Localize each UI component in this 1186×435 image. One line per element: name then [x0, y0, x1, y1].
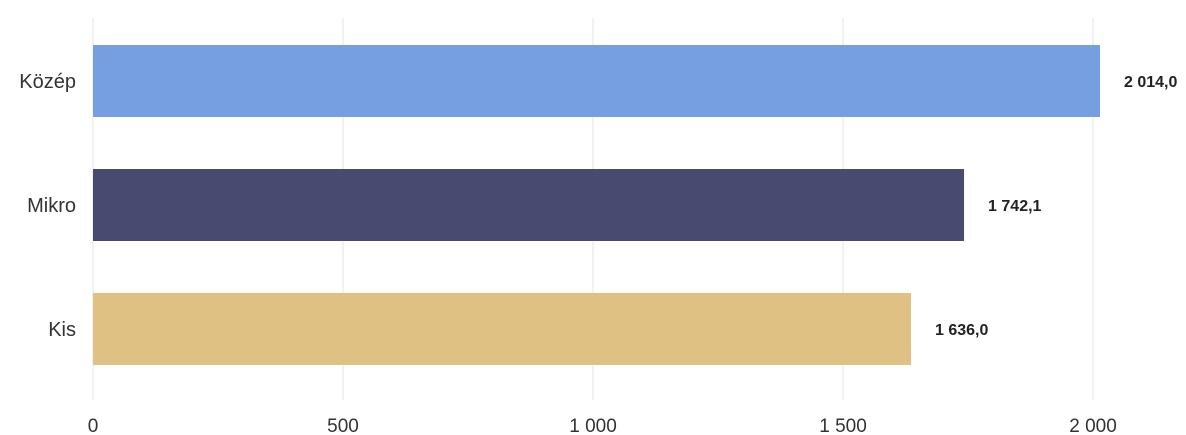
- bar-1: [93, 169, 965, 241]
- category-label: Közép: [19, 71, 76, 93]
- bars: [93, 45, 1100, 365]
- x-tick-label: 0: [88, 416, 99, 435]
- data-label: 1 636,0: [935, 322, 988, 339]
- x-tick-label: 1 000: [569, 416, 617, 435]
- x-tick-label: 500: [327, 416, 359, 435]
- x-axis-tick-labels: 0 500 1 000 1 500 2 000: [88, 416, 1117, 435]
- bar-2: [93, 293, 911, 365]
- category-labels: Közép Mikro Kis: [19, 71, 76, 341]
- category-label: Mikro: [27, 195, 76, 217]
- x-tick-label: 2 000: [1069, 416, 1117, 435]
- bar-0: [93, 45, 1100, 117]
- data-label: 2 014,0: [1124, 74, 1177, 91]
- data-label: 1 742,1: [988, 198, 1041, 215]
- x-tick-label: 1 500: [819, 416, 867, 435]
- category-label: Kis: [48, 319, 76, 341]
- data-labels: 2 014,0 1 742,1 1 636,0: [935, 74, 1177, 339]
